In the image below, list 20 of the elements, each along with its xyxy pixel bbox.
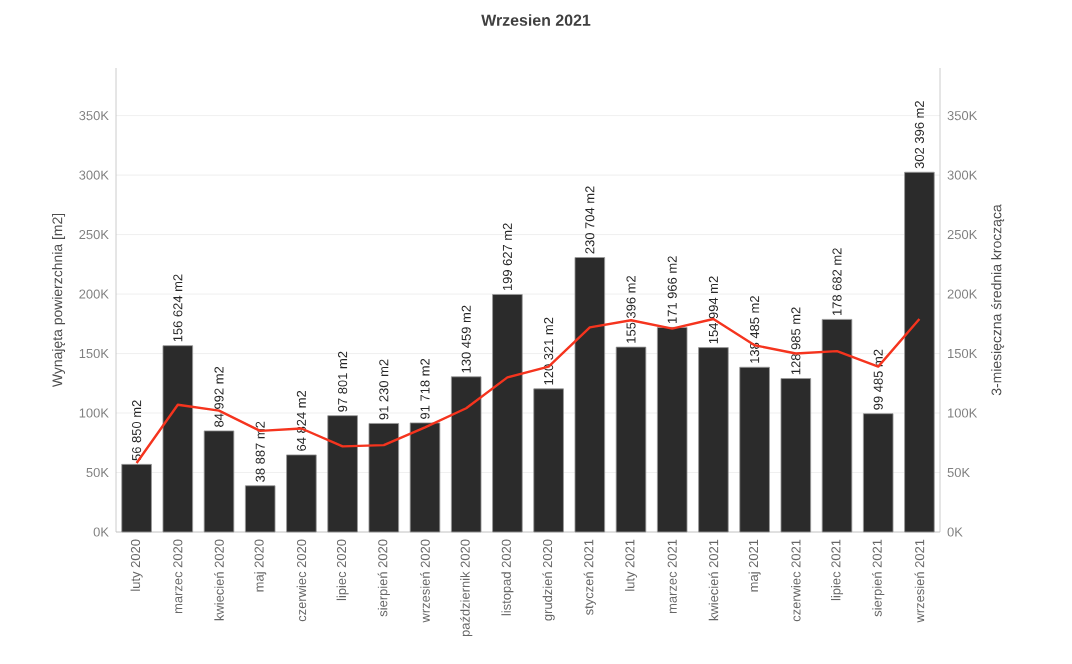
bar — [615, 346, 647, 533]
bar — [821, 319, 853, 533]
bar — [698, 347, 729, 533]
bar — [327, 415, 358, 533]
bar — [244, 485, 276, 533]
bar — [656, 327, 688, 533]
bar — [121, 463, 152, 533]
bar — [450, 376, 482, 533]
bar — [574, 257, 606, 533]
bar — [533, 388, 564, 533]
bar — [780, 378, 812, 533]
bar — [492, 294, 523, 533]
bar — [368, 423, 400, 533]
bar — [162, 345, 194, 533]
bar — [203, 430, 235, 533]
bar — [904, 171, 935, 533]
bar — [409, 422, 441, 533]
bar — [739, 366, 770, 533]
bar — [286, 454, 317, 533]
bar — [862, 413, 894, 533]
